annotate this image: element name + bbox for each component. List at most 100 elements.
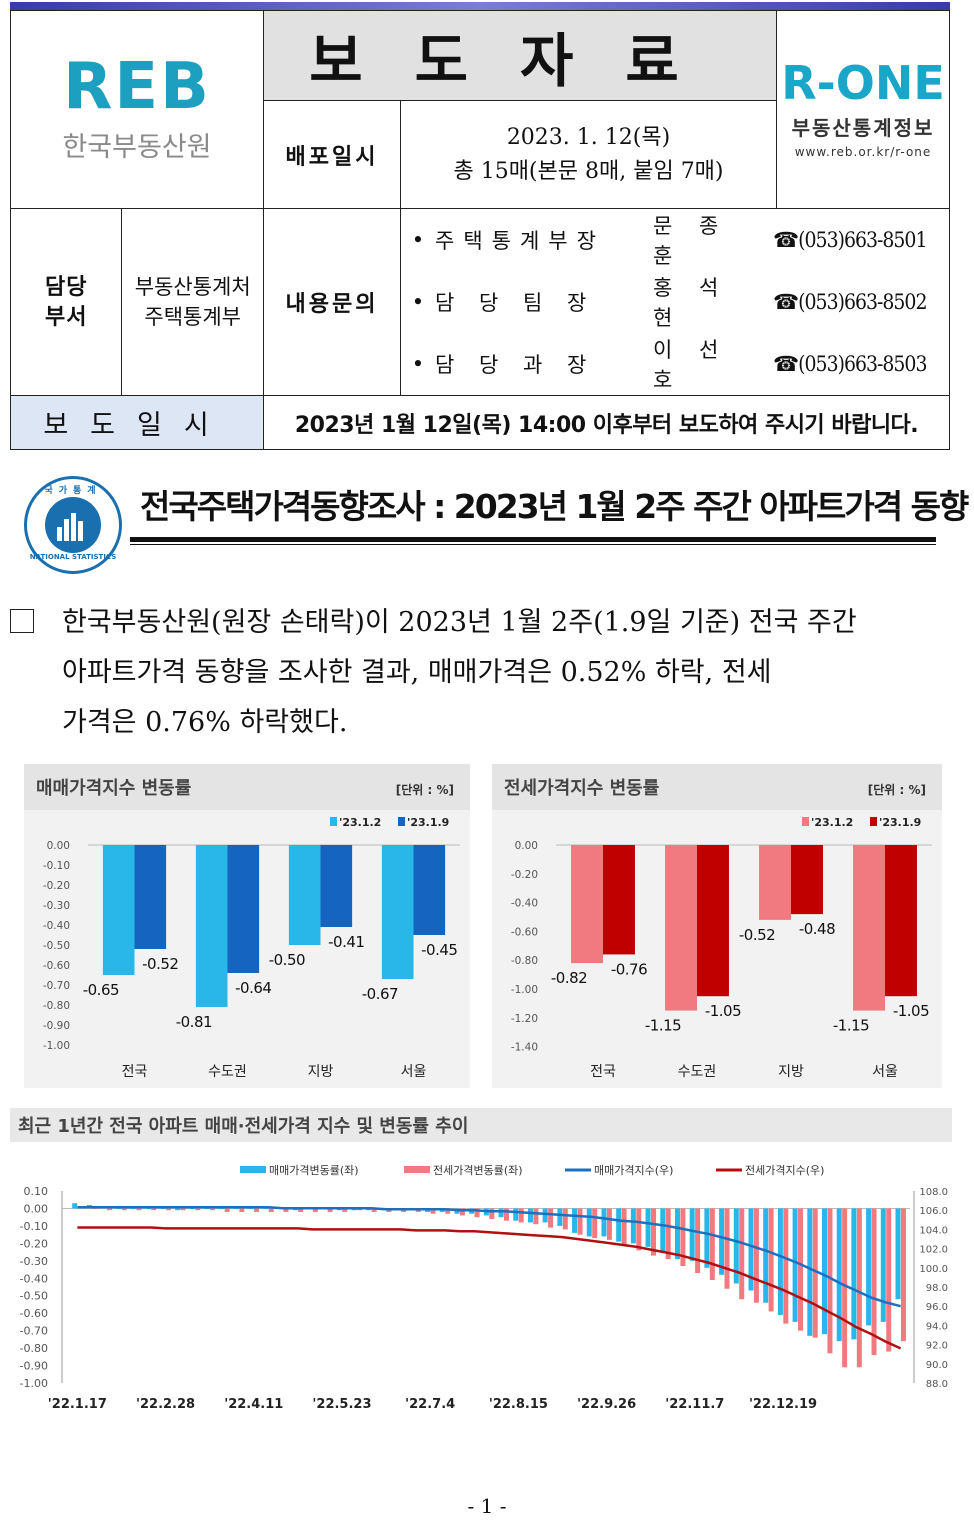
y-tick-label: -0.40	[511, 898, 538, 910]
trend-bar	[856, 1208, 862, 1368]
y-right-tick-label: 98.0	[926, 1283, 948, 1294]
bar	[885, 845, 917, 997]
contact-phone[interactable]: ☎(053)663-8503	[773, 352, 927, 376]
legend-label: 매매가격변동률(좌)	[269, 1164, 359, 1177]
trend-bar	[121, 1208, 127, 1211]
seal-top-text: 국가통계	[44, 486, 102, 496]
trend-bar	[812, 1208, 818, 1338]
summary-line-1: 한국부동산원(원장 손태락)이 2023년 1월 2주(1.9일 기준) 전국 …	[62, 607, 857, 638]
trend-bar	[92, 1208, 98, 1209]
x-tick-label: 수도권	[208, 1064, 247, 1080]
contact-phone[interactable]: ☎(053)663-8502	[773, 290, 927, 314]
bar	[697, 845, 729, 997]
legend-label: 전세가격변동률(좌)	[433, 1164, 523, 1177]
data-label: -0.67	[362, 985, 398, 1003]
bar	[381, 845, 414, 979]
trend-bar	[606, 1208, 612, 1240]
trend-bar	[695, 1208, 701, 1274]
legend-swatch	[802, 817, 809, 826]
y-right-tick-label: 108.0	[919, 1187, 948, 1198]
trend-bar	[557, 1208, 563, 1226]
contact-list: • 주택통계부장 문 종 훈 ☎(053)663-8501 • 담 당 팀 장 …	[400, 208, 950, 396]
x-tick-label: '22.5.23	[312, 1397, 371, 1412]
y-tick-label: -0.70	[43, 980, 70, 992]
x-tick-label: '22.7.4	[405, 1397, 455, 1412]
trend-bar	[116, 1208, 122, 1209]
seal-bottom-text: NATIONAL STATISTICS	[29, 553, 117, 561]
trend-bar	[562, 1208, 568, 1230]
trend-bar	[792, 1208, 798, 1322]
data-label: -1.15	[833, 1017, 869, 1035]
contact-phone[interactable]: ☎(053)663-8501	[773, 228, 927, 252]
summary-line-2: 아파트가격 동향을 조사한 결과, 매매가격은 0.52% 하락, 전세	[62, 657, 772, 688]
y-left-tick-label: -0.30	[20, 1255, 48, 1268]
data-label: -1.05	[893, 1002, 929, 1020]
legend-swatch	[330, 817, 337, 826]
x-tick-label: '22.9.26	[577, 1397, 636, 1412]
y-tick-label: -1.40	[511, 1042, 538, 1054]
page-number: - 1 -	[467, 1494, 507, 1518]
bar	[320, 845, 353, 927]
trend-bar	[131, 1208, 137, 1209]
y-right-tick-label: 106.0	[919, 1206, 948, 1217]
chart-title-bar	[24, 764, 470, 810]
summary-line-3: 가격은 0.76% 하락했다.	[62, 707, 348, 738]
y-left-tick-label: -0.50	[20, 1290, 48, 1303]
y-tick-label: -0.60	[511, 926, 538, 938]
y-right-tick-label: 96.0	[926, 1302, 948, 1313]
title-rule	[130, 537, 936, 542]
trend-bar	[616, 1208, 622, 1242]
trend-bar	[371, 1208, 377, 1212]
trend-bar	[542, 1208, 548, 1223]
trend-bar	[724, 1208, 730, 1289]
release-info: 2023. 1. 12(목) 총 15매(본문 8매, 붙임 7매)	[400, 100, 777, 209]
data-label: -0.48	[799, 920, 835, 938]
bar	[853, 845, 885, 1011]
y-tick-label: 0.00	[515, 840, 538, 852]
data-label: -1.15	[645, 1017, 681, 1035]
trend-bar	[660, 1208, 666, 1253]
trend-bar	[866, 1208, 872, 1326]
data-label: -0.81	[176, 1013, 212, 1031]
bar	[227, 845, 260, 973]
bar	[603, 845, 635, 955]
x-tick-label: 서울	[872, 1064, 898, 1080]
data-label: -0.41	[328, 933, 364, 951]
trend-bar	[586, 1208, 592, 1237]
x-tick-label: '22.4.11	[224, 1397, 283, 1412]
data-label: -0.50	[269, 951, 305, 969]
trend-bar	[851, 1208, 857, 1340]
trend-bar	[430, 1208, 436, 1214]
y-left-tick-label: -0.80	[20, 1342, 48, 1355]
y-right-tick-label: 94.0	[926, 1321, 948, 1332]
bar	[134, 845, 167, 949]
legend-swatch	[240, 1166, 266, 1173]
trend-bar	[533, 1208, 539, 1225]
trend-bar	[513, 1208, 519, 1221]
embargo-text: 2023년 1월 12일(목) 14:00 이후부터 보도하여 주시기 바랍니다…	[263, 395, 950, 450]
trend-bar	[239, 1208, 245, 1212]
y-left-tick-label: 0.00	[24, 1202, 49, 1215]
y-right-tick-label: 102.0	[919, 1245, 948, 1256]
data-label: -0.82	[551, 969, 587, 987]
bar	[195, 845, 228, 1007]
rone-logo: R-ONE	[781, 56, 945, 110]
chart-title-bar	[492, 764, 942, 810]
title-rule-thin	[130, 544, 936, 545]
reb-logo-cell: REB 한국부동산원	[10, 10, 264, 209]
trend-bar	[445, 1208, 451, 1214]
data-label: -1.05	[705, 1002, 741, 1020]
trend-bar	[807, 1208, 813, 1336]
trend-bar	[630, 1208, 636, 1244]
trend-bar	[145, 1208, 151, 1209]
legend-swatch	[404, 1166, 430, 1173]
trend-bar	[527, 1208, 533, 1223]
header-top-bar	[10, 2, 950, 10]
y-tick-label: -0.60	[43, 960, 70, 972]
trend-bar	[689, 1208, 695, 1261]
trend-bar	[518, 1208, 524, 1223]
bar	[665, 845, 697, 1011]
x-tick-label: 전국	[590, 1064, 616, 1080]
data-label: -0.76	[611, 960, 647, 978]
trend-bar	[680, 1208, 686, 1267]
